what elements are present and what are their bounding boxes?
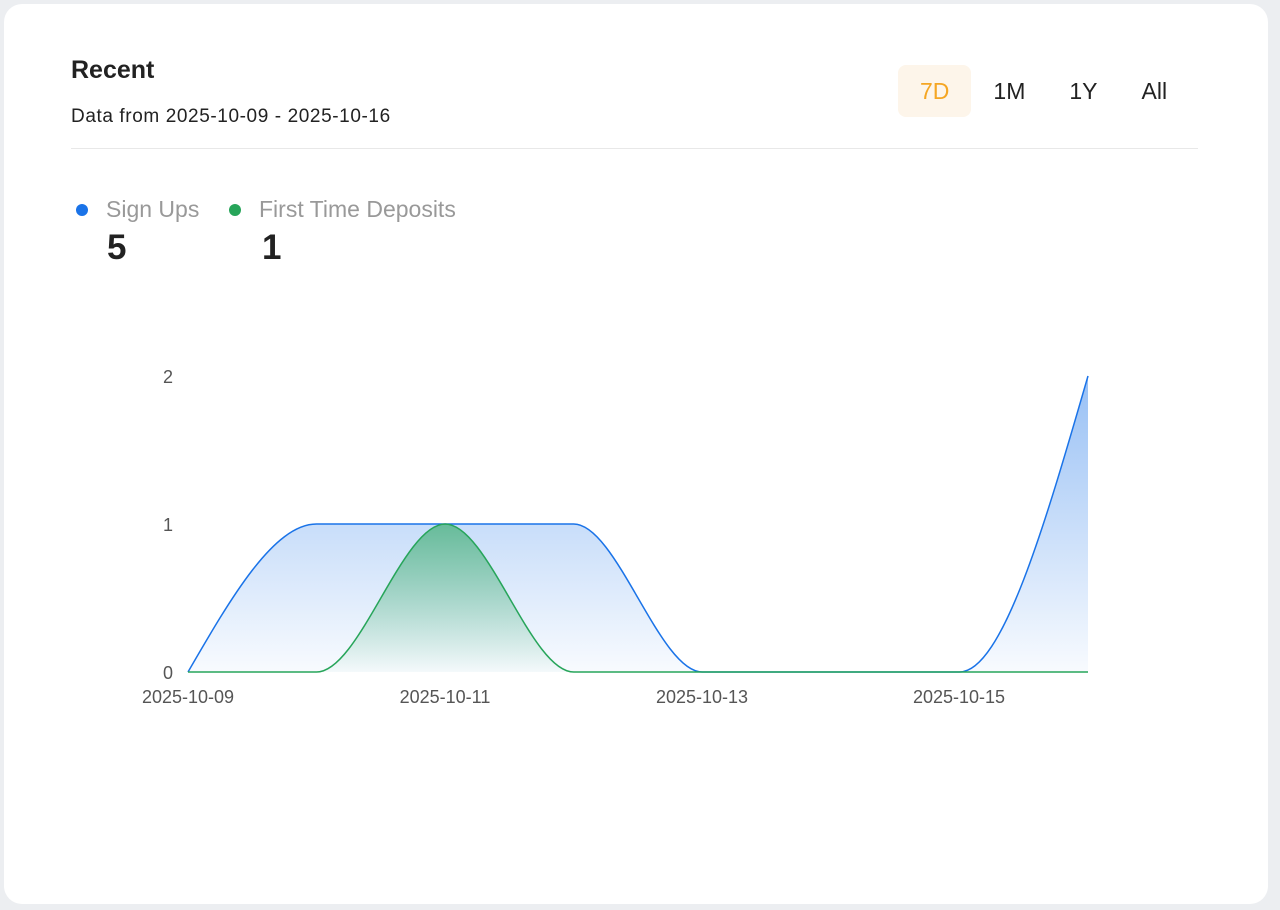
x-tick-label: 2025-10-09 — [142, 687, 234, 707]
recent-card — [4, 4, 1268, 904]
y-tick-label: 0 — [163, 663, 173, 683]
range-1m-button[interactable]: 1M — [993, 78, 1026, 104]
data-point[interactable] — [953, 666, 965, 678]
deposits-total: 1 — [262, 228, 282, 267]
y-tick-label: 1 — [163, 515, 173, 535]
card-title: Recent — [71, 56, 155, 84]
data-point[interactable] — [311, 666, 323, 678]
sign-ups-total: 5 — [107, 228, 127, 267]
date-range-text: Data from 2025-10-09 - 2025-10-16 — [71, 106, 391, 127]
x-tick-label: 2025-10-13 — [656, 687, 748, 707]
data-point[interactable] — [1082, 370, 1094, 382]
data-point[interactable] — [568, 518, 580, 530]
data-point[interactable] — [182, 666, 194, 678]
data-point[interactable] — [439, 518, 451, 530]
data-point[interactable] — [311, 518, 323, 530]
legend-sign-ups[interactable]: Sign Ups — [76, 196, 199, 223]
legend-label: First Time Deposits — [259, 196, 456, 222]
y-tick-label: 2 — [163, 367, 173, 387]
data-point[interactable] — [568, 666, 580, 678]
range-all-button[interactable]: All — [1141, 78, 1168, 104]
x-tick-label: 2025-10-11 — [400, 687, 491, 707]
sign-ups-dot-icon — [76, 203, 88, 216]
series-line-1 — [188, 523, 1088, 673]
divider — [71, 148, 1198, 149]
range-1y-button[interactable]: 1Y — [1069, 78, 1098, 104]
range-selector: 7D 1M 1Y All — [898, 65, 1189, 117]
series-line-0 — [187, 375, 1089, 673]
data-point[interactable] — [1082, 666, 1094, 678]
legend-first-time-deposits[interactable]: First Time Deposits — [229, 196, 456, 223]
data-point[interactable] — [696, 666, 708, 678]
legend-label: Sign Ups — [106, 196, 200, 222]
data-point[interactable] — [825, 666, 837, 678]
series-area-1 — [188, 524, 1088, 672]
range-7d-button[interactable]: 7D — [898, 65, 972, 117]
x-tick-label: 2025-10-15 — [913, 687, 1005, 707]
deposits-dot-icon — [229, 203, 241, 216]
